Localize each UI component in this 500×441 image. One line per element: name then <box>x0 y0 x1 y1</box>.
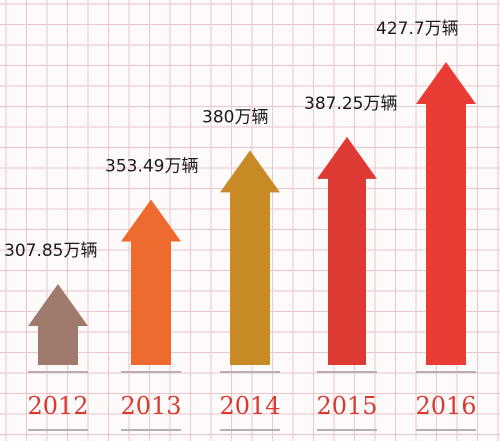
year-label-2015: 2015 <box>316 392 377 420</box>
value-label-2013: 353.49万辆 <box>105 156 198 176</box>
value-label-2012: 307.85万辆 <box>4 241 97 261</box>
value-label-2016: 427.7万辆 <box>376 19 459 39</box>
value-label-2015: 387.25万辆 <box>304 94 397 114</box>
year-label-2012: 2012 <box>27 392 88 420</box>
year-label-2013: 2013 <box>120 392 181 420</box>
arrow-bar-2016 <box>416 62 476 365</box>
arrow-bar-2015 <box>317 136 377 365</box>
arrow-bar-2013 <box>121 199 181 365</box>
arrow-bar-2012 <box>28 284 88 365</box>
value-label-2014: 380万辆 <box>202 107 268 127</box>
arrow-bar-2014 <box>220 150 280 365</box>
year-label-2014: 2014 <box>219 392 280 420</box>
year-label-2016: 2016 <box>415 392 476 420</box>
